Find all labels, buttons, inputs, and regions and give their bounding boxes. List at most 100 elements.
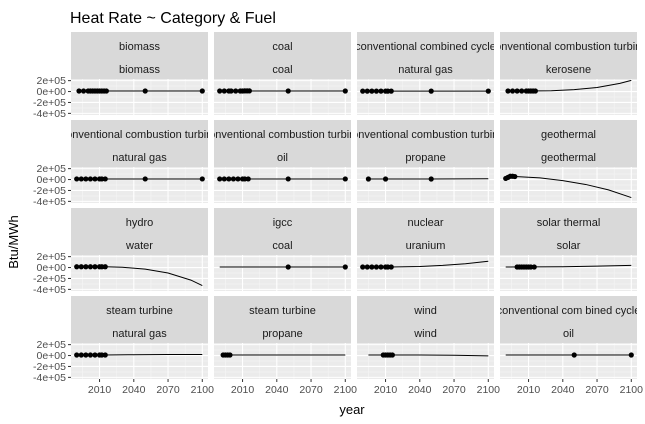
facet-strip — [357, 296, 494, 343]
data-point — [378, 264, 384, 270]
facet-label-category: steam turbine — [106, 305, 173, 317]
data-point — [142, 176, 148, 182]
data-point — [217, 176, 223, 182]
facet-strip — [357, 120, 494, 167]
x-tick-label: 2100 — [620, 384, 644, 396]
data-point — [509, 88, 516, 94]
x-axis-title: year — [339, 402, 365, 417]
data-point — [428, 88, 434, 94]
facet-panel: geothermal geothermal — [500, 120, 637, 203]
data-point — [228, 88, 234, 94]
x-tick-label: 2070 — [442, 384, 466, 396]
data-point — [142, 88, 148, 94]
y-tick-label: 2e+05 — [37, 163, 67, 175]
facet-panel: conventional combustion turbine kerosene — [500, 32, 637, 115]
facet-strip — [214, 120, 351, 167]
x-tick-label: 2040 — [122, 384, 146, 396]
facet-label-fuel: oil — [277, 152, 288, 164]
facet-strip — [214, 32, 351, 79]
data-point — [245, 176, 251, 182]
data-point — [102, 176, 108, 182]
data-point — [80, 88, 87, 94]
facet-label-fuel: natural gas — [112, 328, 167, 340]
data-point — [102, 352, 108, 358]
y-tick-label: 2e+05 — [37, 339, 67, 351]
facet-label-category: solar thermal — [537, 217, 601, 229]
facet-label-fuel: oil — [563, 328, 574, 340]
data-point — [76, 88, 82, 94]
y-tick-label: -4e+05 — [33, 284, 66, 296]
y-tick-label: 2e+05 — [37, 251, 67, 263]
y-axis-title: Btu/MWh — [6, 215, 21, 268]
data-point — [199, 176, 205, 182]
facet-label-fuel: wind — [413, 328, 437, 340]
data-point — [360, 88, 366, 94]
facet-panel: igcc coal — [214, 208, 351, 291]
data-point — [221, 176, 227, 182]
facet-label-fuel: natural gas — [112, 152, 167, 164]
data-point — [360, 264, 366, 270]
trend-line — [514, 176, 632, 199]
data-point — [246, 88, 252, 94]
data-point — [342, 176, 348, 182]
data-point — [74, 264, 80, 270]
facet-strip — [500, 120, 637, 167]
facet-label-category: conventional combustion turbine — [204, 129, 362, 141]
x-tick-label: 2040 — [408, 384, 432, 396]
x-tick-label: 2070 — [585, 384, 609, 396]
facet-strip — [71, 32, 208, 79]
y-tick-label: -4e+05 — [33, 108, 66, 120]
data-point — [364, 264, 370, 270]
data-point — [199, 88, 205, 94]
y-tick-label: 0e+00 — [37, 350, 67, 362]
data-point — [382, 176, 389, 182]
data-point — [365, 176, 372, 182]
data-point — [221, 88, 227, 94]
facet-strip — [357, 32, 494, 79]
y-tick-label: -2e+05 — [33, 185, 66, 197]
data-point — [342, 264, 348, 270]
data-point — [485, 88, 491, 94]
facet-strip — [500, 296, 637, 343]
data-point — [92, 264, 98, 270]
data-point — [103, 88, 109, 94]
data-point — [78, 176, 84, 182]
facet-panel: steam turbine natural gas -4e+05-2e+050e+0… — [33, 296, 214, 396]
data-point — [285, 88, 291, 94]
data-point — [571, 352, 577, 358]
data-point — [87, 352, 94, 358]
trend-line — [391, 260, 489, 268]
facet-label-fuel: propane — [262, 328, 302, 340]
data-point — [87, 176, 94, 182]
data-point — [369, 264, 375, 270]
facet-panel: steam turbine propane 2010 2040 2070 2100 — [214, 296, 357, 396]
facet-strip — [357, 208, 494, 255]
data-point — [78, 264, 84, 270]
facet-label-fuel: uranium — [406, 240, 446, 252]
facet-label-category: wind — [413, 305, 437, 317]
x-tick-label: 2070 — [299, 384, 323, 396]
y-tick-label: -4e+05 — [33, 196, 66, 208]
facet-label-category: coal — [272, 41, 292, 53]
x-tick-label: 2010 — [88, 384, 112, 396]
data-point — [373, 88, 380, 94]
facet-strip — [214, 296, 351, 343]
chart-title: Heat Rate ~ Category & Fuel — [70, 10, 276, 27]
facet-label-fuel: coal — [272, 64, 292, 76]
data-point — [285, 264, 291, 270]
facet-label-fuel: natural gas — [398, 64, 453, 76]
data-point — [87, 264, 94, 270]
y-tick-label: 2e+05 — [37, 75, 67, 87]
facet-panel: conventional combined cycle natural gas — [357, 32, 494, 115]
facet-label-fuel: coal — [272, 240, 292, 252]
data-point — [74, 352, 80, 358]
facet-label-category: igcc — [273, 217, 293, 229]
y-tick-label: -2e+05 — [33, 97, 66, 109]
x-tick-label: 2040 — [551, 384, 575, 396]
facet-panel: solar thermal solar — [500, 208, 637, 291]
data-point — [227, 352, 233, 358]
facet-label-category: conventional combustion turbine — [61, 129, 219, 141]
